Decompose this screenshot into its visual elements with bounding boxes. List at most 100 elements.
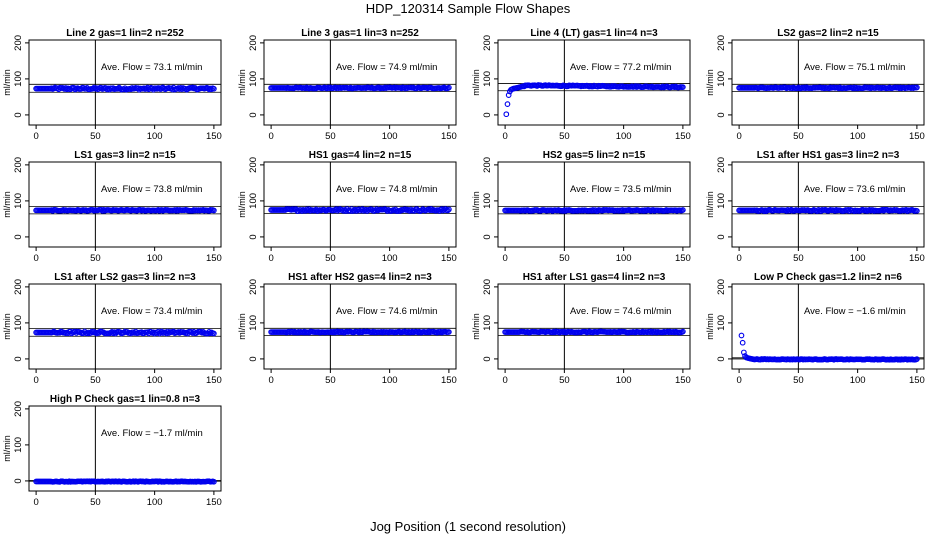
panel-11-point <box>680 328 686 335</box>
panel-9-x-tick-label: 100 <box>147 375 163 386</box>
panel-10-y-tick-label: 0 <box>248 356 259 361</box>
panel-9-annotation: Ave. Flow = 73.4 ml/min <box>101 306 202 317</box>
panel-9-x-tick-label: 50 <box>90 375 101 386</box>
panel-1-y-tick-label: 0 <box>13 112 24 117</box>
panel-3-y-tick-label: 0 <box>482 112 493 117</box>
panel-6-y-tick-label: 200 <box>248 157 259 173</box>
panel-10-y-tick-label: 100 <box>248 315 259 331</box>
panel-8-x-tick-label: 150 <box>909 253 925 264</box>
panel-11-y-tick-label: 0 <box>482 356 493 361</box>
panel-7-y-tick-label: 0 <box>482 234 493 239</box>
panel-4-x-tick-label: 50 <box>793 131 804 142</box>
panel-2-x-tick-label: 50 <box>325 131 336 142</box>
panel-2-x-tick-label: 0 <box>268 131 273 142</box>
panel-4-point <box>914 84 920 91</box>
panel-12-point <box>740 349 747 356</box>
panel-3-point <box>503 111 510 118</box>
panel-9-point <box>211 330 217 337</box>
panel-3-x-tick-label: 150 <box>675 131 691 142</box>
panel-13-y-tick-label: 100 <box>13 437 24 453</box>
panel-5-x-tick-label: 100 <box>147 253 163 264</box>
panel-8-x-tick-label: 50 <box>793 253 804 264</box>
panel-3-point <box>505 92 512 98</box>
panel-12-point <box>738 332 745 339</box>
panel-4-frame <box>731 39 925 126</box>
panel-3-frame <box>497 39 691 126</box>
panel-1-x-tick-label: 150 <box>206 131 222 142</box>
panel-1-x-tick-label: 100 <box>147 131 163 142</box>
panel-12-annotation: Ave. Flow = −1.6 ml/min <box>804 306 906 317</box>
panel-13-point <box>211 478 217 485</box>
panel-11-y-tick-label: 100 <box>482 315 493 331</box>
panel-10-annotation: Ave. Flow = 74.6 ml/min <box>336 306 437 317</box>
panel-8-x-tick-label: 100 <box>850 253 866 264</box>
panel-13-frame <box>28 405 222 492</box>
panel-10-x-tick-label: 50 <box>325 375 336 386</box>
panel-12-y-label: ml/min <box>705 313 715 340</box>
panel-6-y-label: ml/min <box>237 191 247 218</box>
panel-1-annotation: Ave. Flow = 73.1 ml/min <box>101 62 202 73</box>
panel-6-x-tick-label: 100 <box>382 253 398 264</box>
panel-13-x-tick-label: 150 <box>206 497 222 508</box>
panel-6-x-tick-label: 50 <box>325 253 336 264</box>
panel-11-annotation: Ave. Flow = 74.6 ml/min <box>570 306 671 317</box>
panel-6-point <box>299 208 305 214</box>
panel-5-frame <box>28 161 222 248</box>
panel-4-x-tick-label: 0 <box>736 131 741 142</box>
panel-6-x-tick-label: 0 <box>268 253 273 264</box>
panel-6-frame <box>263 161 457 248</box>
panel-9-x-tick-label: 150 <box>206 375 222 386</box>
panel-2-frame <box>263 39 457 126</box>
panel-4-x-tick-label: 100 <box>850 131 866 142</box>
panel-4-y-tick-label: 200 <box>716 35 727 51</box>
panel-13-x-tick-label: 100 <box>147 497 163 508</box>
panel-1-x-tick-label: 50 <box>90 131 101 142</box>
panel-7-x-tick-label: 100 <box>616 253 632 264</box>
panel-11-y-label: ml/min <box>471 313 481 340</box>
panel-1-x-tick-label: 0 <box>33 131 38 142</box>
panel-13-y-tick-label: 0 <box>13 478 24 483</box>
panel-2-y-tick-label: 0 <box>248 112 259 117</box>
panel-7-frame <box>497 161 691 248</box>
panel-12-point <box>739 339 746 346</box>
panel-12-x-tick-label: 100 <box>850 375 866 386</box>
panel-5-annotation: Ave. Flow = 73.8 ml/min <box>101 184 202 195</box>
panel-2-y-tick-label: 100 <box>248 71 259 87</box>
panel-12-x-tick-label: 50 <box>793 375 804 386</box>
panel-7-y-tick-label: 100 <box>482 193 493 209</box>
panel-7-y-label: ml/min <box>471 191 481 218</box>
panel-7-annotation: Ave. Flow = 73.5 ml/min <box>570 184 671 195</box>
panel-9-point <box>84 330 90 337</box>
panel-12-x-tick-label: 0 <box>736 375 741 386</box>
panel-8-point <box>914 207 920 214</box>
panel-12-y-tick-label: 100 <box>716 315 727 331</box>
panel-7-title: HS2 gas=5 lin=2 n=15 <box>543 150 646 161</box>
panel-9-y-label: ml/min <box>2 313 12 340</box>
panel-9-y-tick-label: 200 <box>13 279 24 295</box>
panel-6-title: HS1 gas=4 lin=2 n=15 <box>309 150 412 161</box>
panel-11-x-tick-label: 150 <box>675 375 691 386</box>
panel-9-point <box>154 330 160 336</box>
panel-2-y-tick-label: 200 <box>248 35 259 51</box>
panel-3-x-tick-label: 0 <box>502 131 507 142</box>
panel-6-point <box>446 206 452 213</box>
panel-3-point <box>504 101 511 107</box>
panel-1-y-tick-label: 100 <box>13 71 24 87</box>
panel-13-title: High P Check gas=1 lin=0.8 n=3 <box>50 394 201 405</box>
panel-4-y-tick-label: 0 <box>716 112 727 117</box>
panel-5-title: LS1 gas=3 lin=2 n=15 <box>74 150 176 161</box>
panel-2-point <box>446 84 452 91</box>
panel-13-x-tick-label: 0 <box>33 497 38 508</box>
panel-3-x-tick-label: 100 <box>616 131 632 142</box>
panel-10-y-tick-label: 200 <box>248 279 259 295</box>
panel-5-y-tick-label: 100 <box>13 193 24 209</box>
panel-2-annotation: Ave. Flow = 74.9 ml/min <box>336 62 437 73</box>
panel-6-point <box>444 207 451 214</box>
panel-13-x-tick-label: 50 <box>90 497 101 508</box>
panel-5-y-tick-label: 200 <box>13 157 24 173</box>
panel-9-frame <box>28 283 222 370</box>
panel-5-x-tick-label: 150 <box>206 253 222 264</box>
panel-13-y-tick-label: 200 <box>13 401 24 417</box>
panel-12-title: Low P Check gas=1.2 lin=2 n=6 <box>754 272 902 283</box>
panel-13-y-label: ml/min <box>2 435 12 462</box>
